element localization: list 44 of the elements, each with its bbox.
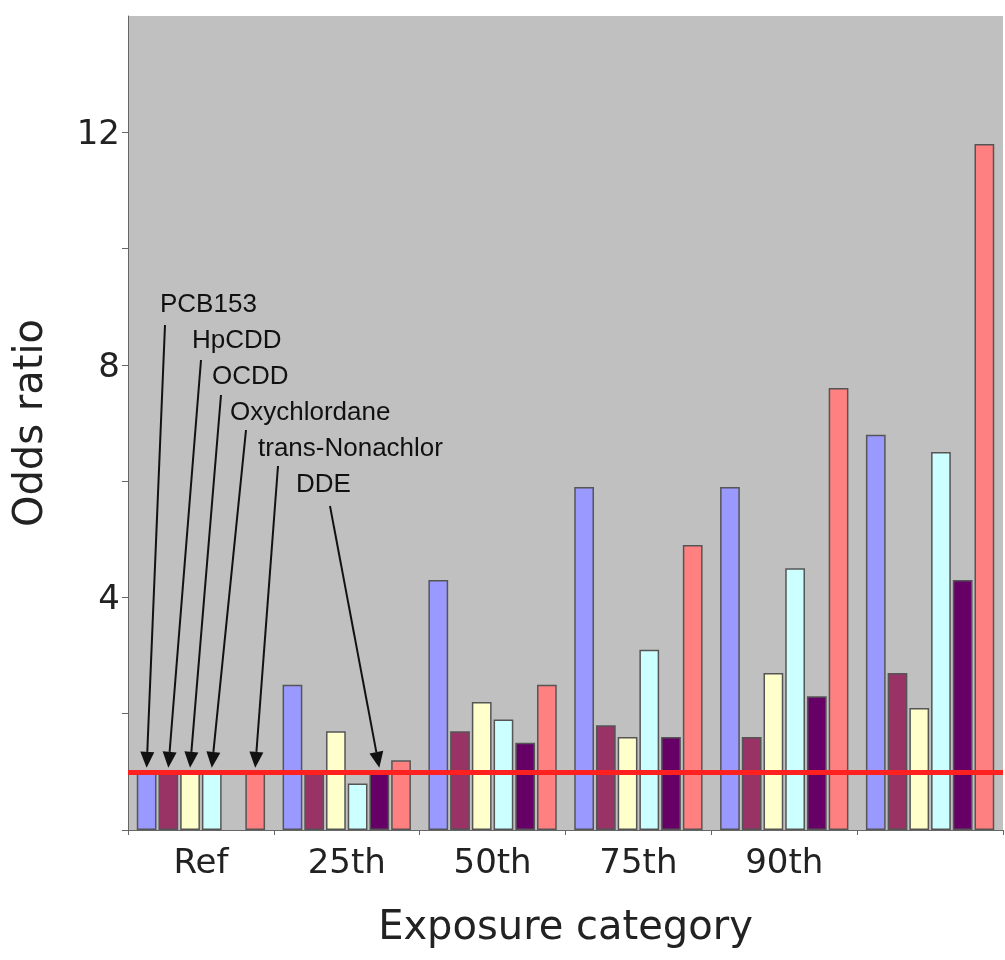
bar [785,568,805,830]
annotation: HpCDD [192,324,282,354]
bar [887,673,908,830]
bar [450,731,470,830]
x-tick-label: 75th [599,841,678,881]
bar [282,684,303,830]
x-tick-label: 50th [453,841,532,881]
bar [595,725,616,830]
bar [931,452,951,830]
y-tick-label: 12 [76,112,120,153]
annotation: DDE [296,468,351,498]
x-tick-label: 90th [745,841,824,881]
annotation: Oxychlordane [230,396,391,426]
bar [574,486,594,830]
annotation: PCB153 [160,288,257,318]
annotation: OCDD [212,360,289,390]
bar [720,486,740,830]
bar [952,579,973,830]
bar [741,736,762,830]
bar [661,736,681,830]
bar [828,388,849,830]
bar [428,579,449,830]
y-axis-title: Odds ratio [5,318,51,528]
bar [617,736,638,830]
bar [639,649,660,830]
x-tick-label: 25th [307,841,386,881]
bar [806,696,827,830]
y-tick-label: 8 [98,344,120,385]
bar [493,719,514,830]
bar [391,760,411,830]
bar [682,545,703,830]
bar [974,143,995,830]
bar [909,707,930,830]
bar [326,731,346,830]
bar [347,783,368,830]
bar [471,702,492,830]
x-axis-title: Exposure category [378,902,753,948]
bar [865,434,886,830]
x-tick-label: Ref [173,841,230,881]
bar [537,684,557,830]
bar [515,742,536,830]
y-tick-label: 4 [98,577,120,618]
annotation: trans-Nonachlor [258,432,444,462]
bar [763,673,784,830]
